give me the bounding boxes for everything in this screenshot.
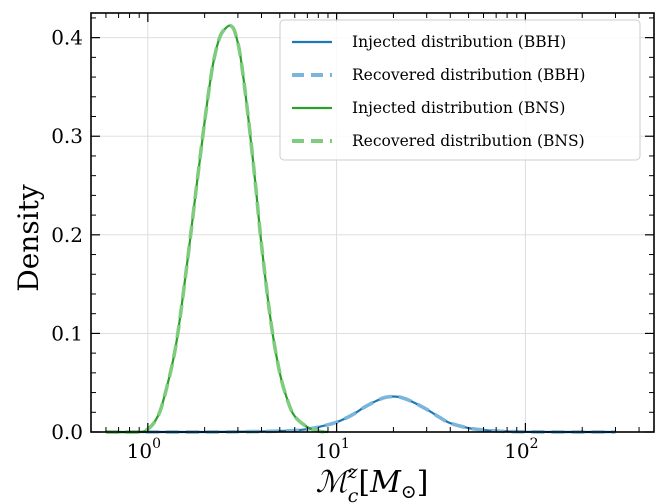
plot-frame [90, 12, 655, 433]
series-line [105, 23, 329, 435]
x-tick-labels: 100 101 102 [127, 436, 539, 463]
series-line [105, 394, 616, 434]
legend-label: Recovered distribution (BNS) [352, 132, 585, 150]
series-line [105, 395, 616, 434]
legend: Injected distribution (BBH) Recovered dis… [279, 19, 641, 161]
y-tick-label: 0.1 [51, 321, 83, 345]
legend-label: Recovered distribution (BBH) [352, 66, 585, 84]
y-tick-label: 0.0 [51, 420, 83, 444]
y-tick-label: 0.4 [51, 26, 83, 50]
legend-box [279, 19, 641, 161]
legend-label: Injected distribution (BNS) [352, 99, 565, 117]
x-tick-label: 102 [504, 436, 538, 463]
y-tick-label: 0.2 [51, 223, 83, 247]
y-axis-label: Density [12, 184, 45, 292]
x-tick-label: 100 [127, 436, 161, 463]
axis-ticks [90, 13, 654, 433]
legend-label: Injected distribution (BBH) [352, 33, 566, 51]
y-tick-labels: 0.0 0.1 0.2 0.3 0.4 [51, 26, 83, 444]
x-axis-label: ℳz c[M⊙] [316, 461, 429, 504]
y-tick-label: 0.3 [51, 124, 83, 148]
series-layer [105, 23, 616, 435]
x-tick-label: 101 [315, 436, 349, 463]
